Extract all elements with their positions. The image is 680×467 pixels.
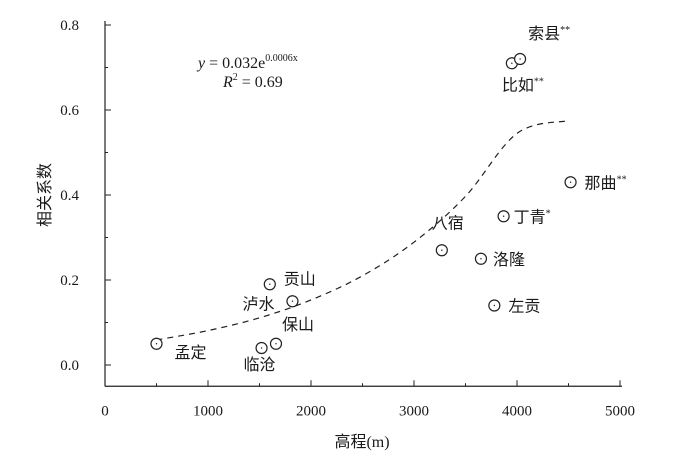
- ticks: 0 1000 2000 3000 4000 5000 0.0 0.2 0.4 0.6 0.8: [60, 18, 635, 419]
- equation-rhs: = 0.032e: [205, 55, 265, 72]
- point-label: 泸水: [242, 295, 274, 313]
- data-point-center: [519, 58, 521, 60]
- x-tick-label: 5000: [605, 403, 635, 419]
- point-label: 保山: [282, 316, 314, 334]
- significance-mark: **: [617, 174, 627, 185]
- data-point-center: [569, 181, 572, 183]
- significance-mark: **: [534, 76, 544, 87]
- significance-mark: *: [546, 208, 551, 219]
- x-tick-label: 3000: [399, 403, 429, 419]
- y-tick-label: 0.0: [60, 358, 79, 374]
- point-label: 八宿: [432, 214, 464, 232]
- x-tick-label: 0: [101, 403, 109, 419]
- data-point-center: [260, 347, 263, 349]
- point-label: 左贡: [508, 298, 540, 316]
- point-label: 贡山: [284, 270, 316, 288]
- x-axis-label: 高程(m): [334, 433, 389, 451]
- data-point-center: [511, 62, 513, 64]
- data-point-center: [441, 249, 443, 251]
- axes: [104, 21, 622, 387]
- significance-mark: **: [560, 25, 570, 36]
- y-axis-label: 相关系数: [36, 163, 54, 227]
- data-point-center: [155, 343, 158, 345]
- data-point-center: [269, 283, 271, 285]
- point-label: 比如**: [502, 76, 544, 94]
- point-label: 那曲**: [585, 174, 627, 192]
- data-point-center: [275, 343, 277, 345]
- point-label: 洛隆: [493, 251, 525, 269]
- y-tick-label: 0.2: [60, 273, 79, 289]
- data-point-center: [480, 258, 482, 260]
- data-point-center: [502, 215, 505, 217]
- y-tick-label: 0.6: [60, 103, 79, 119]
- trendline: [156, 120, 569, 341]
- data-point-center: [493, 304, 496, 307]
- equation-exponent: 0.0006x: [265, 53, 298, 64]
- r2-superscript: 2: [233, 72, 238, 83]
- r2-value: = 0.69: [238, 74, 283, 91]
- point-label: 孟定: [175, 344, 207, 362]
- point-label: 临沧: [244, 356, 276, 374]
- r2-label: R: [222, 74, 233, 91]
- r-squared: R2 = 0.69: [222, 72, 283, 91]
- point-label: 索县**: [528, 25, 570, 43]
- data-point-center: [291, 300, 294, 302]
- x-tick-label: 2000: [296, 403, 326, 419]
- equation-lhs: y: [196, 55, 206, 72]
- x-tick-label: 1000: [193, 403, 223, 419]
- y-tick-label: 0.8: [60, 18, 79, 34]
- y-tick-label: 0.4: [60, 188, 79, 204]
- x-tick-label: 4000: [502, 403, 532, 419]
- equation: y = 0.032e0.0006x: [196, 53, 298, 72]
- point-label: 丁青*: [514, 208, 551, 226]
